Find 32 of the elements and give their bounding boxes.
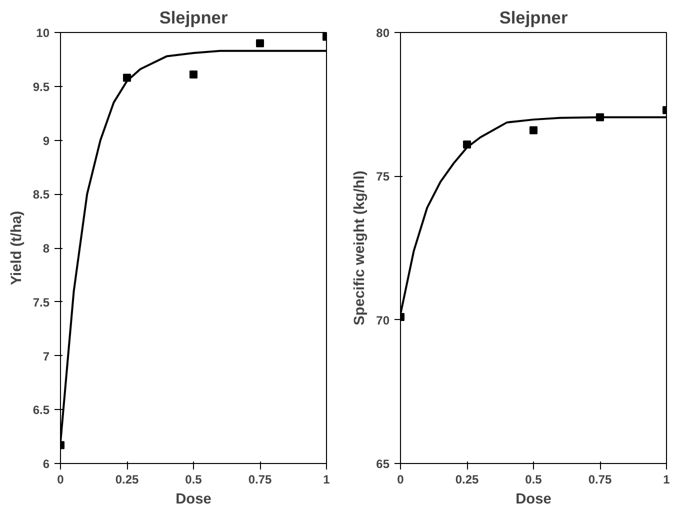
y-tick-label: 7.5	[32, 295, 50, 310]
y-tick-label: 10	[36, 26, 50, 40]
y-axis-title: Yield (t/ha)	[8, 210, 25, 286]
point	[256, 39, 264, 48]
y-tick-label: 70	[376, 313, 390, 328]
x-axis-title: Dose	[516, 492, 552, 508]
y-tick-label: 80	[376, 26, 390, 40]
point	[190, 70, 198, 79]
y-tick-label: 7	[42, 349, 50, 364]
x-tick-label: 0.5	[525, 472, 542, 486]
x-axis-title: Dose	[176, 492, 212, 508]
y-tick-label: 8	[42, 242, 50, 256]
y-tick-label: 65	[376, 457, 390, 471]
x-tick-label: 0	[397, 472, 404, 486]
y-tick-label: 6	[42, 457, 50, 471]
y-axis-title: Specific weight (kg/hl)	[352, 170, 368, 326]
y-tick-label: 9	[42, 134, 50, 148]
x-tick-label: 1	[323, 472, 330, 486]
x-tick-label: 0.25	[115, 472, 140, 486]
point	[530, 126, 538, 134]
x-tick-label: 0.5	[185, 472, 202, 486]
y-tick-label: 9.5	[32, 80, 50, 94]
x-tick-label: 0.75	[248, 472, 272, 486]
y-tick-label: 8.5	[32, 188, 50, 202]
x-tick-label: 1	[663, 472, 670, 486]
chart-title: Slejpner	[159, 8, 228, 28]
y-tick-label: 75	[376, 170, 390, 184]
y-tick-label: 6.5	[32, 403, 50, 418]
x-tick-label: 0.25	[455, 472, 480, 486]
x-tick-label: 0	[57, 472, 64, 486]
chart-title: Slejpner	[499, 8, 568, 28]
x-tick-label: 0.75	[588, 472, 612, 486]
